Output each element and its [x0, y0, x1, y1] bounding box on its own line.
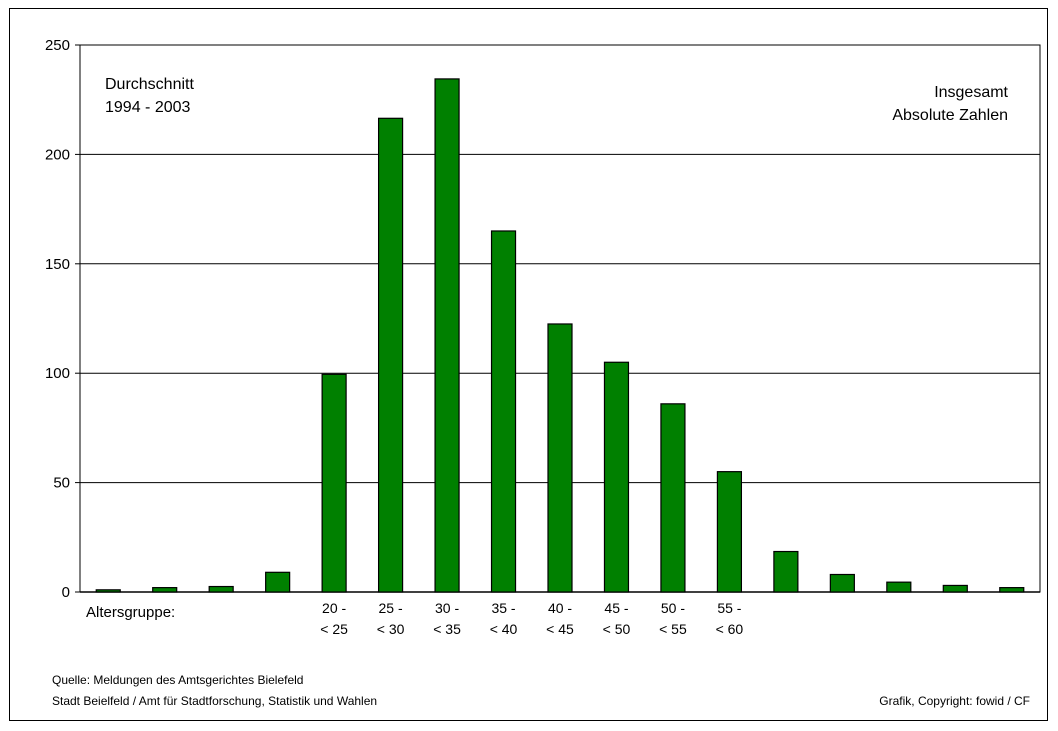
- source-note: Quelle: Meldungen des Amtsgerichtes Biel…: [52, 670, 377, 712]
- bar: [434, 78, 460, 593]
- bar: [377, 117, 404, 593]
- bar: [490, 230, 517, 593]
- y-tick-label: 50: [53, 475, 70, 492]
- y-tick-label: 200: [45, 146, 70, 163]
- annotation-top-left-line2: 1994 - 2003: [105, 99, 191, 116]
- y-tick-labels: 0 50 100 150 200 250: [45, 37, 70, 601]
- x-tick-label-line: < 50: [603, 621, 631, 637]
- x-tick-label: 45 - < 50: [603, 600, 631, 637]
- x-tick-label: 20 - < 25: [320, 600, 348, 637]
- x-tick-label-line: 45 -: [604, 600, 628, 616]
- y-tick-label: 250: [45, 37, 70, 54]
- bars: [95, 78, 1025, 593]
- x-tick-label-line: 40 -: [548, 600, 572, 616]
- x-tick-label-line: 20 -: [322, 600, 346, 616]
- x-tick-label-line: < 60: [716, 621, 744, 637]
- annotation-top-left: Durchschnitt 1994 - 2003: [105, 73, 194, 119]
- annotation-top-right-line1: Insgesamt: [934, 84, 1008, 101]
- bar: [999, 587, 1025, 593]
- x-tick-label-line: < 55: [659, 621, 687, 637]
- bar: [716, 471, 743, 593]
- bar: [773, 550, 799, 593]
- x-tick-label-line: < 25: [320, 621, 348, 637]
- x-tick-label-line: < 35: [433, 621, 461, 637]
- x-tick-label: 35 - < 40: [490, 600, 518, 637]
- x-tick-label: 55 - < 60: [716, 600, 744, 637]
- x-tick-label-line: < 40: [490, 621, 518, 637]
- bar: [321, 373, 347, 593]
- bar: [265, 571, 291, 593]
- gridlines: [75, 44, 1041, 593]
- copyright-note: Grafik, Copyright: fowid / CF: [879, 694, 1030, 708]
- bar: [152, 587, 178, 593]
- source-line-2: Stadt Beielfeld / Amt für Stadtforschung…: [52, 694, 378, 708]
- x-tick-label-line: < 45: [546, 621, 574, 637]
- bar: [208, 585, 234, 593]
- annotation-top-right: Insgesamt Absolute Zahlen: [892, 81, 1008, 127]
- x-tick-label-line: 35 -: [491, 600, 515, 616]
- y-tick-label: 150: [45, 256, 70, 273]
- bar: [942, 584, 968, 593]
- source-line-1: Quelle: Meldungen des Amtsgerichtes Biel…: [52, 673, 304, 687]
- x-tick-label: 30 - < 35: [433, 600, 461, 637]
- bar: [95, 589, 121, 593]
- x-axis-label: Altersgruppe:: [86, 604, 176, 621]
- x-tick-label: 50 - < 55: [659, 600, 687, 637]
- y-tick-label: 0: [62, 584, 70, 601]
- annotation-top-right-line2: Absolute Zahlen: [892, 107, 1008, 124]
- annotation-top-left-line1: Durchschnitt: [105, 76, 194, 93]
- x-tick-label-line: < 30: [377, 621, 405, 637]
- bar: [603, 361, 630, 593]
- chart-frame: [9, 8, 1048, 721]
- x-tick-label: 25 - < 30: [377, 600, 405, 637]
- bar: [660, 403, 686, 593]
- bar: [886, 581, 912, 593]
- x-tick-label-line: 30 -: [435, 600, 459, 616]
- x-tick-label-line: 50 -: [661, 600, 685, 616]
- y-tick-label: 100: [45, 365, 70, 382]
- x-tick-label-line: 25 -: [379, 600, 403, 616]
- x-tick-labels: 20 - < 25 25 - < 30 30 - < 35 35 - < 40 40 - < 45…: [320, 600, 743, 637]
- bar: [829, 573, 855, 593]
- x-tick-label-line: 55 -: [717, 600, 741, 616]
- x-tick-label: 40 - < 45: [546, 600, 574, 637]
- bar: [547, 323, 573, 593]
